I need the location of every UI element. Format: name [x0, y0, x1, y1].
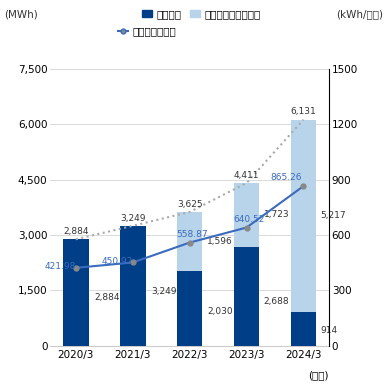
Text: (kWh/億円): (kWh/億円) — [336, 10, 383, 20]
Text: 3,249: 3,249 — [151, 287, 176, 296]
Text: 914: 914 — [320, 326, 338, 335]
Bar — [291, 312, 316, 346]
Text: 6,131: 6,131 — [291, 107, 316, 116]
Bar — [63, 239, 89, 346]
Text: 2,030: 2,030 — [208, 308, 233, 316]
Bar — [120, 226, 146, 346]
Bar — [234, 247, 259, 346]
Bar — [291, 119, 316, 312]
Legend: 電力使用原単位: 電力使用原単位 — [114, 23, 180, 41]
Text: 640.52: 640.52 — [234, 215, 265, 224]
Text: 5,217: 5,217 — [320, 211, 346, 220]
Text: 4,411: 4,411 — [234, 170, 259, 180]
Text: 2,884: 2,884 — [94, 293, 120, 302]
Text: 2,884: 2,884 — [63, 227, 89, 236]
Legend: 一般電力, 再生可能エネルギー: 一般電力, 再生可能エネルギー — [138, 5, 265, 23]
Text: 1,596: 1,596 — [207, 237, 233, 246]
Text: (MWh): (MWh) — [4, 10, 38, 20]
Text: 421.98: 421.98 — [44, 262, 75, 271]
Text: 1,723: 1,723 — [264, 210, 289, 219]
Bar — [234, 183, 259, 247]
Bar — [177, 271, 202, 346]
Text: (月期): (月期) — [308, 371, 329, 381]
Text: 3,625: 3,625 — [177, 200, 202, 209]
Text: 450.92: 450.92 — [101, 257, 132, 266]
Text: 865.26: 865.26 — [271, 172, 302, 182]
Text: 2,688: 2,688 — [264, 296, 289, 306]
Text: 3,249: 3,249 — [120, 214, 146, 222]
Text: 558.87: 558.87 — [176, 230, 208, 239]
Bar — [177, 212, 202, 271]
